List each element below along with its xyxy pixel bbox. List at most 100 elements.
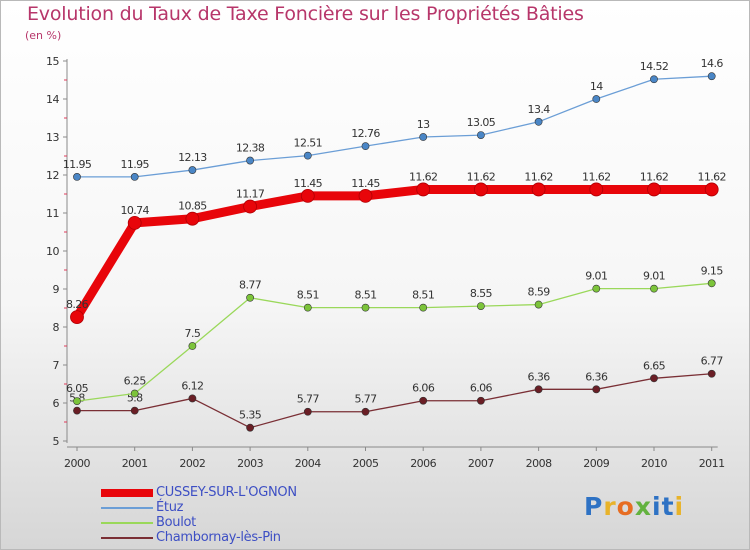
data-point: [188, 166, 197, 174]
data-point: [73, 172, 81, 181]
data-point: [70, 310, 84, 325]
data-point: [476, 302, 485, 310]
y-tick-label: 15: [46, 55, 59, 68]
data-point: [473, 182, 488, 197]
legend-label: Boulot: [156, 515, 196, 530]
x-tick-label: 2011: [699, 457, 725, 470]
y-tick-label: 8: [53, 321, 60, 334]
legend-label: CUSSEY-SUR-L'OGNON: [156, 485, 297, 500]
data-label: 6.36: [585, 370, 608, 383]
data-label: 9.01: [643, 270, 665, 283]
data-label: 8.59: [528, 286, 551, 299]
series-line: [72, 184, 717, 322]
legend-label: Chambornay-lès-Pin: [156, 530, 281, 545]
y-tick-label: 11: [46, 207, 59, 220]
data-point: [476, 396, 485, 405]
data-point: [361, 142, 370, 151]
logo-letter: P: [584, 492, 604, 521]
data-label: 11.62: [640, 170, 669, 183]
x-tick-label: 2005: [353, 457, 379, 470]
legend-swatch: [101, 507, 153, 509]
legend-swatch: [101, 489, 153, 497]
x-tick-label: 2006: [410, 457, 436, 470]
data-label: 13.4: [528, 103, 551, 116]
y-tick-label: 14: [46, 93, 59, 106]
data-label: 6.25: [124, 375, 147, 388]
data-label: 8.55: [470, 287, 493, 300]
unit-label: (en %): [25, 29, 62, 42]
data-label: 11.62: [697, 170, 726, 183]
legend-swatch: [101, 537, 153, 539]
data-label: 10.74: [120, 204, 149, 217]
y-tick-label: 12: [46, 169, 59, 182]
data-label: 6.05: [66, 382, 89, 395]
data-label: 6.06: [412, 382, 435, 395]
data-label: 5.77: [354, 393, 377, 406]
series-line: [76, 75, 713, 178]
data-point: [707, 279, 716, 288]
y-tick-label: 7: [53, 359, 60, 372]
logo-letter: r: [603, 492, 617, 521]
data-point: [243, 199, 258, 214]
data-point: [589, 182, 604, 197]
data-label: 6.06: [470, 382, 493, 395]
data-point: [361, 407, 370, 416]
y-tick-label: 13: [46, 131, 59, 144]
data-point: [534, 117, 543, 126]
x-tick-label: 2002: [179, 457, 205, 470]
data-label: 11.62: [524, 170, 553, 183]
proxiti-logo: Proxiti: [584, 492, 684, 521]
data-point: [707, 72, 716, 81]
data-label: 8.26: [66, 298, 89, 311]
data-label: 14: [590, 80, 603, 93]
data-point: [130, 172, 139, 181]
data-label: 11.62: [582, 170, 611, 183]
data-point: [188, 394, 197, 403]
legend-label: Étuz: [156, 500, 184, 515]
data-point: [419, 303, 428, 312]
data-label: 12.13: [178, 151, 207, 164]
data-label: 9.15: [701, 264, 724, 277]
legend-item: Boulot: [101, 515, 361, 530]
data-point: [246, 293, 254, 302]
data-point: [358, 188, 373, 203]
x-tick-label: 2008: [526, 457, 552, 470]
data-point: [534, 385, 543, 394]
data-label: 11.95: [120, 158, 149, 171]
data-point: [246, 156, 254, 165]
data-label: 11.17: [236, 188, 265, 201]
data-point: [592, 385, 601, 394]
data-label: 12.38: [236, 142, 265, 155]
series-line: [76, 282, 713, 402]
data-point: [185, 211, 200, 226]
data-label: 11.62: [467, 170, 496, 183]
data-label: 12.51: [294, 137, 323, 150]
logo-letter: i: [674, 492, 685, 521]
data-point: [592, 284, 601, 293]
x-tick-label: 2007: [468, 457, 494, 470]
data-point: [303, 407, 312, 416]
y-tick-label: 6: [53, 397, 60, 410]
data-point: [127, 215, 142, 230]
x-tick-label: 2003: [237, 457, 263, 470]
data-label: 11.95: [63, 158, 92, 171]
data-point: [707, 369, 716, 378]
data-point: [303, 151, 312, 160]
legend-item: Chambornay-lès-Pin: [101, 530, 361, 545]
data-point: [419, 133, 428, 141]
data-label: 11.45: [294, 177, 323, 190]
y-tick-label: 5: [53, 435, 60, 448]
data-label: 10.85: [178, 200, 207, 213]
logo-letter: x: [634, 492, 652, 521]
data-label: 12.76: [351, 127, 380, 140]
logo-letter: o: [616, 492, 635, 521]
data-label: 5.35: [239, 409, 262, 422]
data-label: 11.62: [409, 170, 438, 183]
data-label: 5.77: [297, 393, 320, 406]
x-tick-label: 2004: [295, 457, 321, 470]
data-point: [303, 303, 312, 312]
data-point: [650, 284, 658, 293]
data-label: 7.5: [185, 327, 201, 340]
x-tick-label: 2000: [64, 457, 90, 470]
